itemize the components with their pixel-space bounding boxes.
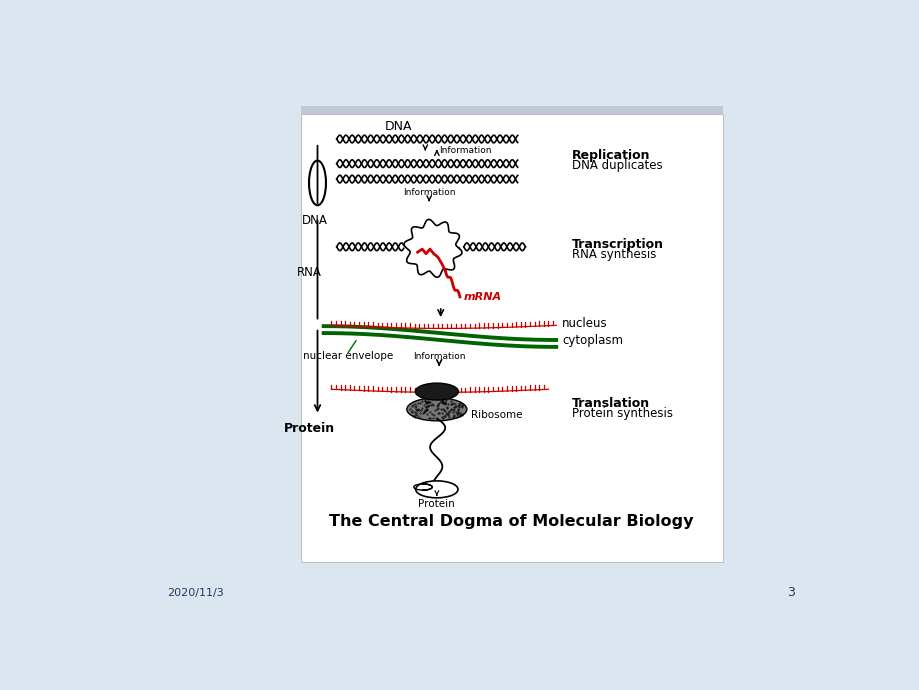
Text: 2020/11/3: 2020/11/3 — [167, 588, 224, 598]
Bar — [301, 106, 721, 114]
Text: Protein synthesis: Protein synthesis — [571, 406, 672, 420]
Text: DNA duplicates: DNA duplicates — [571, 159, 662, 172]
Text: cytoplasm: cytoplasm — [562, 334, 623, 347]
Text: RNA synthesis: RNA synthesis — [571, 248, 655, 261]
Text: Protein: Protein — [284, 422, 335, 435]
Ellipse shape — [414, 383, 458, 400]
Ellipse shape — [415, 481, 458, 497]
Text: Transcription: Transcription — [571, 238, 663, 251]
Text: nuclear envelope: nuclear envelope — [303, 351, 393, 361]
Ellipse shape — [406, 397, 466, 421]
Text: The Central Dogma of Molecular Biology: The Central Dogma of Molecular Biology — [329, 514, 693, 529]
Text: Information: Information — [413, 352, 465, 361]
Text: DNA: DNA — [384, 120, 412, 133]
Bar — [301, 114, 721, 562]
Text: Protein: Protein — [418, 499, 455, 509]
Text: 3: 3 — [786, 586, 794, 599]
Text: Ribosome: Ribosome — [471, 411, 522, 420]
Text: Translation: Translation — [571, 397, 649, 410]
Text: Replication: Replication — [571, 150, 650, 162]
Text: mRNA: mRNA — [463, 292, 502, 302]
Text: nucleus: nucleus — [562, 317, 607, 331]
Text: DNA: DNA — [302, 214, 328, 227]
Text: Information: Information — [403, 188, 455, 197]
Text: RNA: RNA — [297, 266, 322, 279]
Text: Information: Information — [438, 146, 491, 155]
